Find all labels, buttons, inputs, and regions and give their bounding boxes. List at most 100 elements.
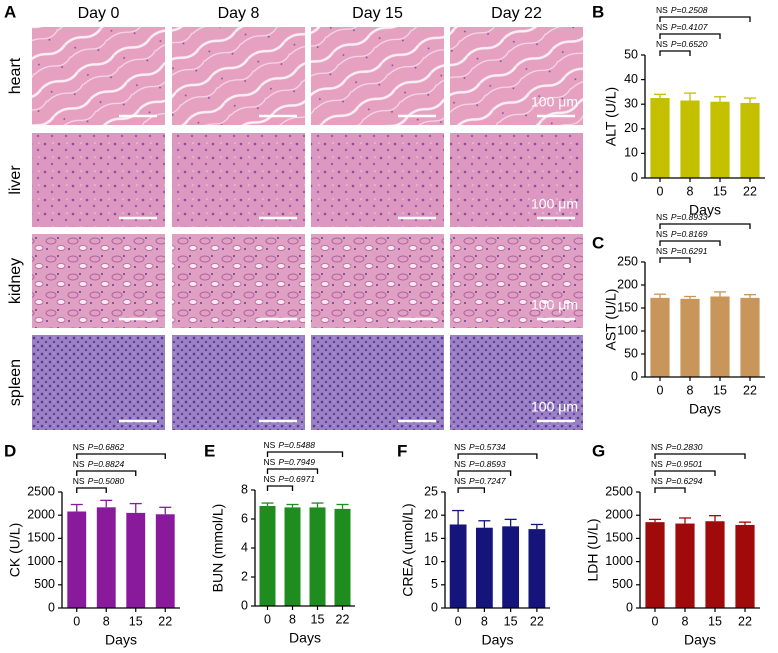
comparison-label: NS P=0.4107 xyxy=(656,22,708,32)
bar xyxy=(705,521,725,608)
x-tick-label: 8 xyxy=(682,614,689,628)
error-bar xyxy=(452,509,465,525)
bar xyxy=(475,527,493,608)
panel-label: G xyxy=(592,441,605,460)
scale-bar-label: 100 μm xyxy=(531,399,578,415)
x-tick-label: 15 xyxy=(504,614,518,628)
p-value: P=0.8933 xyxy=(671,212,708,222)
comparison-bracket xyxy=(659,257,691,263)
scale-bar-label: 100 μm xyxy=(531,297,578,313)
bar xyxy=(96,507,116,608)
significance: NS xyxy=(651,459,663,469)
y-tick-label: 20 xyxy=(424,507,438,521)
x-tick-label: 22 xyxy=(738,614,752,628)
y-tick-label: 1500 xyxy=(605,531,633,545)
histology-image xyxy=(450,234,583,328)
comparison-label: NS P=0.8824 xyxy=(73,459,125,469)
p-value: P=0.6294 xyxy=(666,476,703,486)
column-label: Day 15 xyxy=(352,5,403,22)
error-bar xyxy=(336,503,349,509)
y-tick-label: 2 xyxy=(241,569,248,583)
x-axis-label: Days xyxy=(105,632,137,648)
bar xyxy=(284,507,301,606)
bar xyxy=(710,296,730,377)
y-tick-label: 2500 xyxy=(27,484,55,498)
error-bar xyxy=(684,295,696,299)
error-bar xyxy=(70,503,83,512)
row-label: kidney xyxy=(7,258,24,304)
p-value: P=0.6862 xyxy=(88,442,125,452)
y-axis-label: BUN (mmol/L) xyxy=(210,504,226,593)
y-tick-label: 0 xyxy=(48,600,55,614)
significance: NS xyxy=(454,459,466,469)
p-value: P=0.9501 xyxy=(666,459,703,469)
x-tick-label: 15 xyxy=(129,614,143,628)
y-tick-label: 0 xyxy=(241,598,248,612)
panel-label: D xyxy=(4,441,16,460)
error-bar xyxy=(100,499,113,508)
y-tick-label: 20 xyxy=(624,121,638,135)
bar xyxy=(740,102,760,178)
x-tick-label: 15 xyxy=(713,184,727,198)
comparison-label: NS P=0.8169 xyxy=(656,229,708,239)
y-axis-label: LDH (U/L) xyxy=(585,518,601,581)
error-bar xyxy=(714,96,726,102)
p-value: P=0.6520 xyxy=(671,39,708,49)
histology-image xyxy=(32,234,165,328)
y-axis-label: CREA (umol/L) xyxy=(400,503,416,596)
error-bar xyxy=(286,503,299,508)
comparison-bracket xyxy=(659,33,721,39)
bar xyxy=(650,297,670,377)
row-label: spleen xyxy=(7,359,24,406)
y-tick-label: 4 xyxy=(241,540,248,554)
significance: NS xyxy=(656,5,668,15)
y-tick-label: 500 xyxy=(612,577,633,591)
bar xyxy=(449,524,467,608)
y-tick-label: 1500 xyxy=(27,531,55,545)
comparison-label: NS P=0.2830 xyxy=(651,442,703,452)
bar xyxy=(680,298,700,377)
panel-label: A xyxy=(4,2,16,21)
p-value: P=0.6291 xyxy=(671,246,708,256)
y-axis-label: CK (U/L) xyxy=(7,523,23,577)
y-tick-label: 250 xyxy=(617,254,638,268)
comparison-bracket xyxy=(654,470,716,476)
histology-image xyxy=(32,27,165,125)
comparison-bracket xyxy=(266,451,344,457)
bar xyxy=(67,511,87,608)
error-bar xyxy=(684,92,696,101)
error-bar xyxy=(261,502,274,506)
scale-bar-label: 100 μm xyxy=(531,94,578,110)
y-tick-label: 2000 xyxy=(27,507,55,521)
p-value: P=0.4107 xyxy=(671,22,708,32)
p-value: P=0.2830 xyxy=(666,442,703,452)
x-tick-label: 8 xyxy=(481,614,488,628)
bar xyxy=(645,522,665,608)
y-tick-label: 10 xyxy=(624,146,638,160)
error-bar xyxy=(311,502,324,508)
column-label: Day 22 xyxy=(491,5,542,22)
x-axis-label: Days xyxy=(684,632,716,648)
histology-image xyxy=(311,335,444,430)
significance: NS xyxy=(264,457,276,467)
y-tick-label: 50 xyxy=(624,47,638,61)
p-value: P=0.5734 xyxy=(469,442,506,452)
significance: NS xyxy=(651,476,663,486)
panel-label: B xyxy=(592,2,604,21)
column-label: Day 8 xyxy=(218,5,260,22)
comparison-label: NS P=0.6294 xyxy=(651,476,703,486)
histology-image xyxy=(32,335,165,430)
p-value: P=0.7949 xyxy=(278,457,315,467)
panel-label: C xyxy=(592,233,604,252)
comparison-bracket xyxy=(76,487,107,493)
comparison-bracket xyxy=(457,487,486,493)
y-axis-label: ALT (U/L) xyxy=(603,87,619,146)
x-tick-label: 15 xyxy=(708,614,722,628)
scale-bar-label: 100 μm xyxy=(531,196,578,212)
y-tick-label: 6 xyxy=(241,511,248,525)
bar xyxy=(710,101,730,178)
panel-label: F xyxy=(397,441,407,460)
row-label: heart xyxy=(7,57,24,94)
comparison-label: NS P=0.5734 xyxy=(454,442,506,452)
